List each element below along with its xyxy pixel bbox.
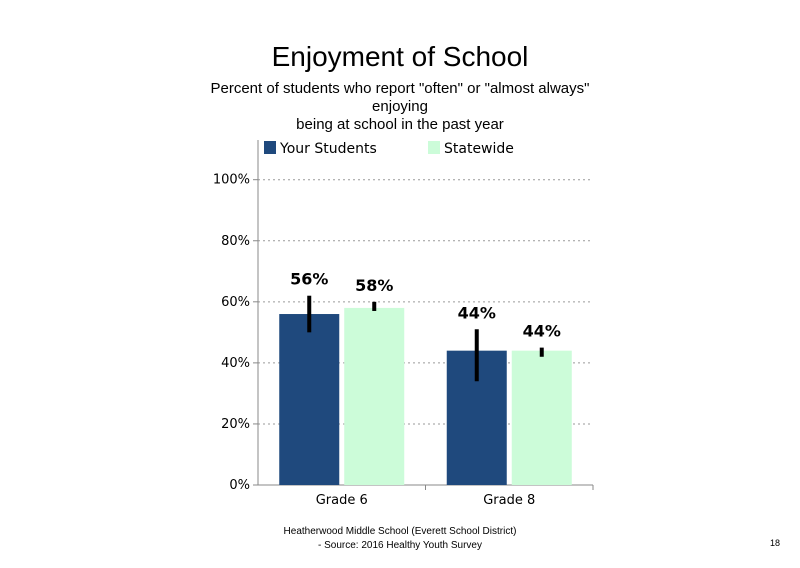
- y-tick-label: 20%: [221, 417, 250, 432]
- bar: [511, 350, 572, 485]
- legend-swatch: [428, 141, 440, 154]
- bar: [279, 314, 340, 485]
- x-tick-label: Grade 8: [483, 493, 535, 508]
- data-label: 44%: [458, 303, 496, 322]
- y-tick-label: 60%: [221, 295, 250, 310]
- bar: [344, 307, 405, 485]
- x-tick-label: Grade 6: [316, 493, 368, 508]
- y-tick-label: 80%: [221, 234, 250, 249]
- y-tick-label: 0%: [229, 478, 250, 493]
- legend-swatch: [264, 141, 276, 154]
- footer-line-2: - Source: 2016 Healthy Youth Survey: [318, 540, 482, 551]
- page-number: 18: [769, 538, 780, 548]
- subtitle-line-3: being at school in the past year: [296, 116, 504, 133]
- legend-label: Statewide: [444, 141, 514, 157]
- subtitle-line-2: enjoying: [372, 98, 428, 115]
- y-tick-label: 100%: [213, 173, 250, 188]
- legend-label: Your Students: [279, 141, 377, 157]
- data-label: 44%: [523, 322, 561, 341]
- y-tick-label: 40%: [221, 356, 250, 371]
- subtitle-line-1: Percent of students who report "often" o…: [210, 80, 590, 97]
- chart-subtitle: Percent of students who report "often" o…: [200, 80, 600, 134]
- footer-source: Heatherwood Middle School (Everett Schoo…: [200, 525, 600, 553]
- footer-line-1: Heatherwood Middle School (Everett Schoo…: [283, 526, 517, 537]
- chart-title: Enjoyment of School: [271, 41, 529, 72]
- data-label: 56%: [290, 270, 328, 289]
- data-label: 58%: [355, 276, 393, 295]
